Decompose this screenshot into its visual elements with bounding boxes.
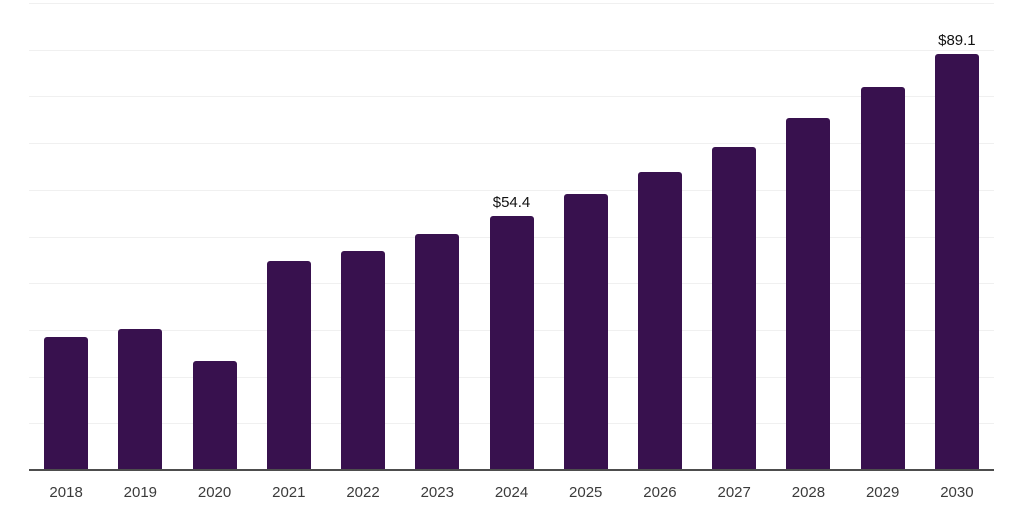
x-tick-label: 2018 — [49, 484, 83, 501]
x-axis-line — [29, 469, 994, 471]
bar-value-label: $89.1 — [938, 31, 976, 49]
x-tick-label: 2029 — [865, 484, 900, 501]
gridline — [29, 143, 994, 145]
x-tick-label: 2020 — [197, 484, 232, 501]
bar-2020 — [192, 361, 237, 469]
gridline — [29, 96, 994, 98]
x-tick-label: 2028 — [791, 484, 826, 501]
x-tick-label: 2027 — [717, 484, 751, 501]
gridline — [29, 49, 994, 51]
gridline — [29, 189, 994, 191]
bar-2030 — [934, 53, 979, 469]
x-tick-label: 2025 — [569, 484, 603, 501]
x-tick-label: 2021 — [272, 484, 306, 501]
x-tick-label: 2026 — [643, 484, 677, 501]
bar-2018 — [44, 337, 89, 469]
bar-2026 — [637, 171, 682, 469]
x-tick-label: 2022 — [346, 484, 380, 501]
x-tick-label: 2030 — [940, 484, 974, 501]
x-tick-label: 2023 — [420, 484, 454, 501]
bar-2024 — [489, 215, 534, 469]
bar-2025 — [563, 193, 608, 469]
bar-2019 — [118, 329, 163, 469]
gridline — [29, 3, 994, 4]
bar-2029 — [860, 87, 905, 469]
x-tick-label: 2024 — [494, 484, 529, 501]
bar-2028 — [786, 117, 831, 469]
bar-2023 — [415, 233, 460, 469]
bar-value-label: $54.4 — [492, 193, 531, 211]
bar-2027 — [712, 146, 757, 469]
bar-2021 — [266, 260, 311, 469]
x-tick-label: 2019 — [123, 484, 158, 501]
bar-2022 — [341, 250, 386, 469]
